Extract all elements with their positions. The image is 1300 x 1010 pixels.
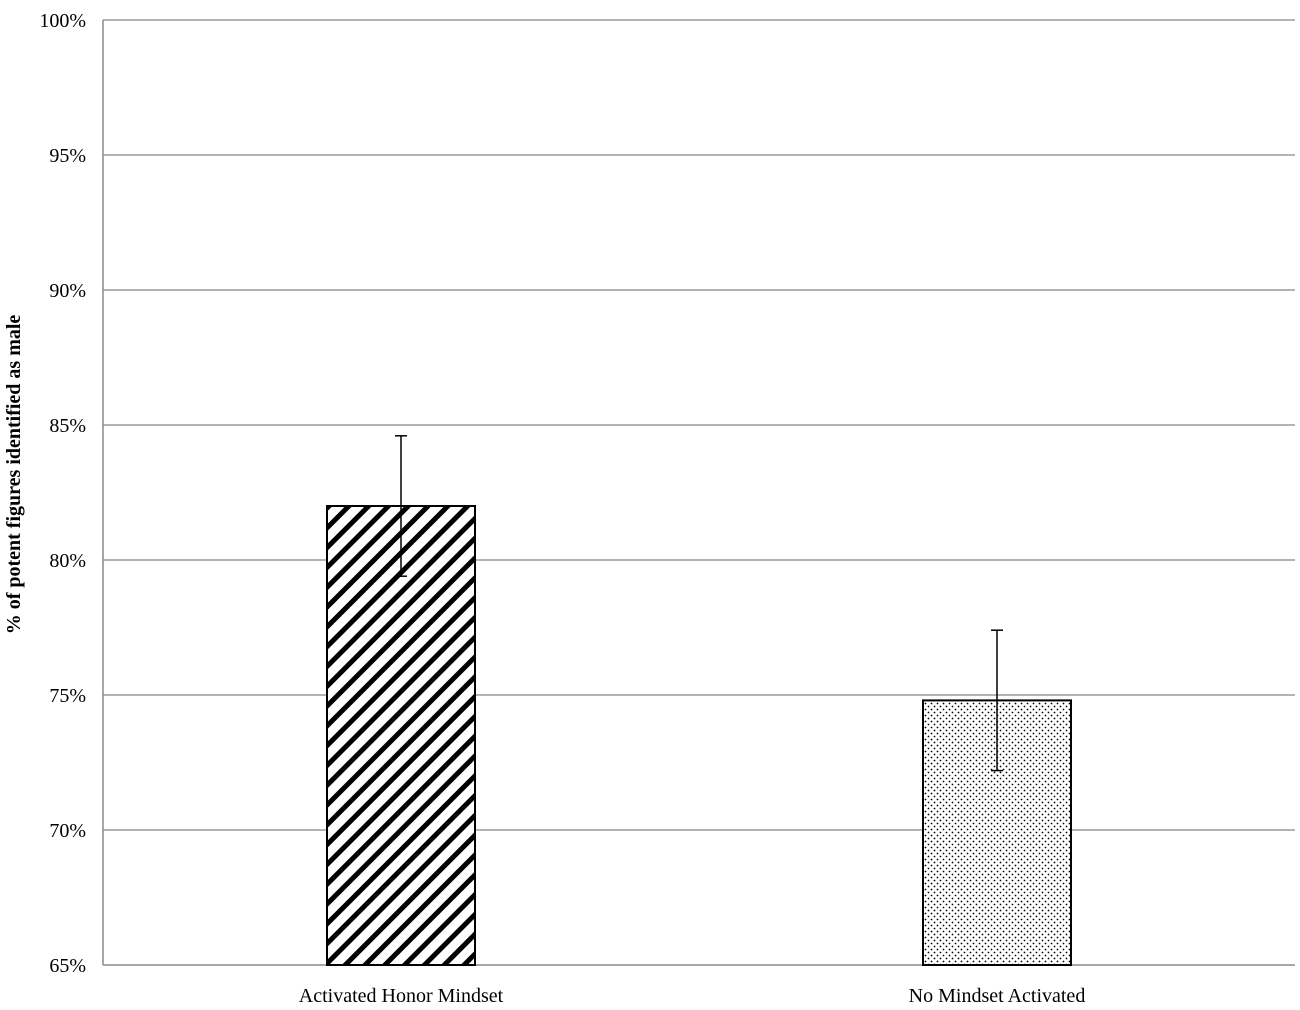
y-tick-label: 90% [49, 280, 86, 302]
bars [326, 505, 1072, 967]
axes [102, 20, 1295, 966]
y-tick-label: 70% [49, 820, 86, 842]
y-axis-title: % of potent figures identified as male [3, 315, 25, 635]
y-tick-label: 100% [39, 10, 86, 32]
x-category-label: Activated Honor Mindset [299, 985, 504, 1007]
labels: 65% 70% 75% 80% 85% 90% 95% 100% Activated Honor… [39, 10, 1085, 1007]
y-tick-label: 75% [49, 685, 86, 707]
bar-1 [326, 505, 476, 966]
gridlines [103, 19, 1295, 831]
y-tick-label: 85% [49, 415, 86, 437]
x-category-label: No Mindset Activated [909, 985, 1086, 1007]
error-bars [395, 435, 1003, 772]
y-tick-label: 80% [49, 550, 86, 572]
y-tick-label: 65% [49, 955, 86, 977]
y-tick-label: 95% [49, 145, 86, 167]
